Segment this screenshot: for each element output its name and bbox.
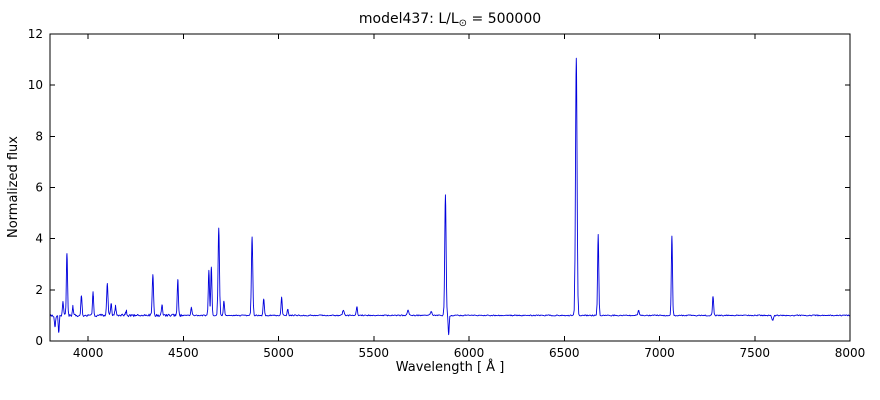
y-tick-label: 0 [35,334,43,348]
x-tick-label: 5500 [359,346,390,360]
y-tick-label: 4 [35,232,43,246]
y-tick-label: 10 [28,78,43,92]
x-tick-label: 6000 [454,346,485,360]
x-tick-label: 4500 [168,346,199,360]
chart-title: model437: L/L⊙ = 500000 [50,11,850,29]
axes-frame [49,33,851,342]
y-axis-ticks: 0 2 4 6 8 10 12 [28,27,850,348]
chart-title-suffix: = 500000 [467,11,542,27]
sun-symbol-subscript: ⊙ [458,18,468,29]
x-tick-label: 8000 [835,346,866,360]
chart-title-prefix: model437: L/L [358,11,459,27]
spectrum-line [50,57,850,336]
x-tick-label: 5000 [263,346,294,360]
y-tick-label: 8 [35,129,43,143]
y-tick-label: 6 [35,181,43,195]
x-axis-ticks: 4000 4500 5000 5500 6000 6500 7000 7500 8000 [73,34,865,360]
y-tick-label: 12 [28,27,43,41]
y-tick-label: 2 [35,283,43,297]
x-tick-label: 7500 [739,346,770,360]
x-axis-label: Wavelength [ Å ] [395,360,505,375]
x-tick-label: 6500 [549,346,580,360]
x-tick-label: 4000 [73,346,104,360]
x-tick-label: 7000 [644,346,675,360]
